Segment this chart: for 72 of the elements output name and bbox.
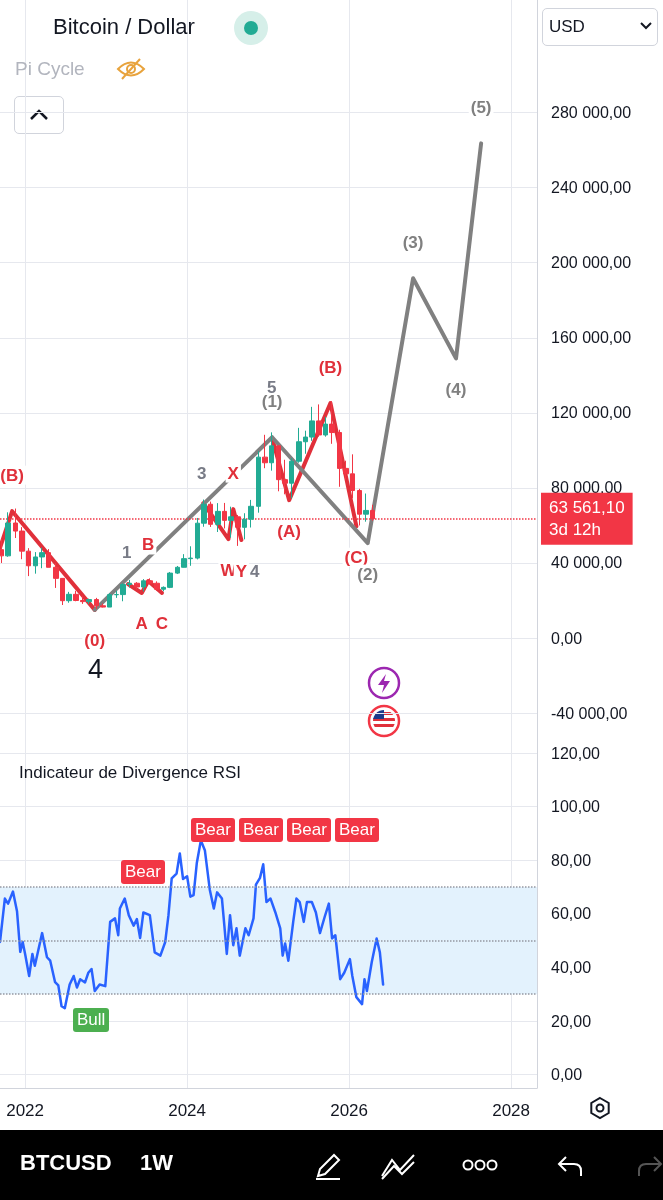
x-tick-label: 2022 [6, 1101, 45, 1120]
y-tick-label: 80,00 [551, 851, 592, 869]
line-series [92, 141, 484, 612]
candlestick [316, 403, 322, 438]
y-tick-label: 160 000,00 [551, 329, 632, 347]
candlestick [86, 598, 92, 605]
annotation: (2) [357, 564, 379, 584]
candlestick [262, 434, 268, 469]
annotation: (B) [318, 357, 343, 377]
annotation: (A) [277, 521, 301, 541]
line-series [0, 839, 385, 1010]
candlestick [222, 502, 227, 529]
candlestick [107, 592, 112, 608]
y-tick-label: 40,00 [551, 958, 592, 976]
candlestick [46, 548, 51, 568]
annotation: (5) [470, 97, 492, 117]
y-tick-label: 0,00 [551, 1066, 583, 1084]
y-tick-label: -40 000,00 [551, 704, 628, 722]
y-tick-label: 200 000,00 [551, 254, 632, 272]
candlestick [269, 431, 274, 472]
annotation: Bear [239, 818, 283, 842]
annotation: X [227, 463, 240, 483]
annotation: (0) [84, 631, 106, 651]
annotation: Pi Cycle [15, 58, 85, 80]
annotation: C [155, 614, 169, 634]
y-tick-label: 0,00 [551, 629, 583, 647]
annotation: (4) [445, 379, 467, 399]
y-tick-label: 240 000,00 [551, 179, 632, 197]
y-tick-label: 20,00 [551, 1012, 592, 1030]
y-tick-label: 60,00 [551, 905, 592, 923]
y-tick-label: 40 000,00 [551, 554, 623, 572]
candlestick [215, 502, 221, 533]
candlestick [0, 538, 4, 564]
annotation: 1 [122, 543, 132, 563]
candlestick [289, 457, 294, 499]
annotation: (B) [0, 465, 24, 485]
text: Bitcoin / Dollar [53, 13, 195, 39]
candlestick [134, 581, 140, 591]
x-tick-label: 2026 [330, 1101, 368, 1120]
annotation: Y [235, 561, 248, 581]
annotation: 3 [197, 464, 207, 484]
annotation: Bear [121, 860, 165, 884]
annotation: 4 [88, 654, 104, 685]
candlestick [141, 578, 146, 592]
y-tick-label: 120 000,00 [551, 404, 632, 422]
y-tick-label: 100,00 [551, 798, 601, 816]
x-tick-label: 2024 [168, 1101, 207, 1120]
candlestick [5, 511, 11, 558]
candlestick [323, 416, 328, 438]
y-tick-label: 120,00 [551, 744, 601, 762]
annotation: 4 [250, 562, 260, 582]
candlestick [256, 450, 261, 514]
annotation: Bear [191, 818, 235, 842]
candlestick [329, 400, 335, 445]
annotation: Bear [287, 818, 331, 842]
candlestick [363, 493, 369, 523]
text: Indicateur de Divergence RSI [19, 763, 242, 782]
ref-line-label: 63 561,10 3d 12h [549, 498, 625, 540]
annotation: (3) [402, 232, 424, 252]
annotation: (C) [344, 547, 369, 567]
y-tick-label: 280 000,00 [551, 104, 632, 122]
text: USD [549, 17, 585, 37]
text: 1W [140, 1150, 173, 1176]
annotation: Bull [73, 1008, 110, 1032]
annotation: B [142, 535, 155, 555]
y-tick-label: 80 000,00 [551, 479, 623, 497]
text: BTCUSD [20, 1150, 112, 1176]
candlestick [228, 506, 234, 539]
candlestick [66, 591, 72, 604]
x-tick-label: 2028 [492, 1101, 530, 1120]
annotation: A [135, 614, 148, 634]
annotation: Bear [335, 818, 379, 842]
